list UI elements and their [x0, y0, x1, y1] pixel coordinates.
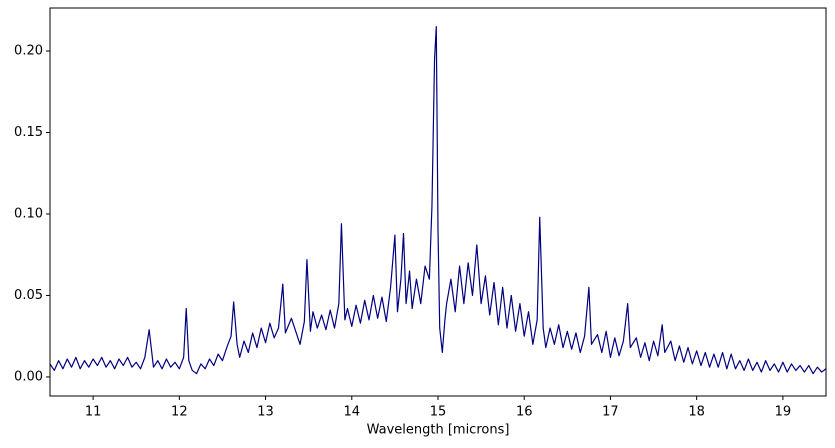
x-tick-label: 14: [344, 405, 361, 420]
x-tick-label: 15: [430, 405, 447, 420]
x-tick-label: 11: [85, 405, 102, 420]
axes-frame: [49, 7, 827, 397]
x-tick-label: 18: [688, 405, 705, 420]
x-tick-label: 13: [257, 405, 274, 420]
x-tick-label: 12: [171, 405, 188, 420]
y-tick-label: 0.15: [14, 125, 43, 140]
y-tick-label: 0.05: [14, 288, 43, 303]
x-tick-label: 19: [775, 405, 792, 420]
spectrum-line: [49, 25, 827, 375]
y-tick-label: 0.00: [14, 369, 43, 384]
x-axis-label: Wavelength [microns]: [367, 423, 510, 438]
y-tick-label: 0.10: [14, 206, 43, 221]
x-tick-label: 16: [516, 405, 533, 420]
y-tick-label: 0.20: [14, 44, 43, 59]
x-tick-label: 17: [602, 405, 619, 420]
